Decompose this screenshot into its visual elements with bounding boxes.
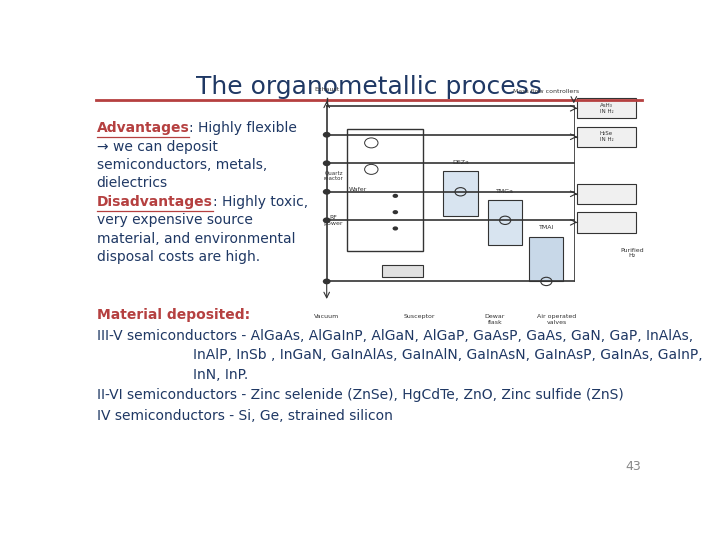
Text: The organometallic process: The organometallic process [196, 75, 542, 99]
Text: Susceptor: Susceptor [404, 314, 435, 319]
Text: dielectrics: dielectrics [96, 176, 168, 190]
Text: InN, InP.: InN, InP. [193, 368, 248, 381]
Circle shape [323, 160, 330, 166]
Text: Vacuum: Vacuum [314, 314, 339, 319]
Text: very expensive source: very expensive source [96, 213, 253, 227]
Circle shape [392, 194, 398, 198]
Text: : Highly toxic,: : Highly toxic, [212, 194, 307, 208]
Text: Air operated
valves: Air operated valves [537, 314, 576, 325]
Text: AsH₃
IN H₂: AsH₃ IN H₂ [600, 103, 613, 113]
Bar [382, 265, 423, 278]
Circle shape [392, 226, 398, 231]
Text: TMGa: TMGa [496, 189, 514, 194]
Bar [529, 237, 564, 281]
Bar [577, 126, 636, 147]
Text: Disadvantages: Disadvantages [96, 194, 212, 208]
Text: semiconductors, metals,: semiconductors, metals, [96, 158, 267, 172]
Bar [444, 171, 477, 216]
Text: material, and environmental: material, and environmental [96, 232, 295, 246]
Circle shape [323, 132, 330, 138]
Bar [577, 212, 636, 233]
Circle shape [323, 218, 330, 223]
Text: Exhaust: Exhaust [314, 87, 339, 92]
Bar [577, 184, 636, 204]
Text: : Highly flexible: : Highly flexible [189, 121, 297, 135]
Text: Mass flow controllers: Mass flow controllers [513, 90, 580, 94]
Circle shape [392, 210, 398, 214]
Text: IV semiconductors - Si, Ge, strained silicon: IV semiconductors - Si, Ge, strained sil… [96, 409, 392, 423]
Text: Purified
H₂: Purified H₂ [621, 247, 644, 258]
Text: H₂Se
IN H₂: H₂Se IN H₂ [600, 131, 613, 142]
Text: Wafer: Wafer [348, 187, 366, 192]
Text: TMAl: TMAl [539, 226, 554, 231]
Bar [488, 200, 522, 245]
Text: Material deposited:: Material deposited: [96, 308, 250, 322]
Text: → we can deposit: → we can deposit [96, 140, 217, 154]
Text: 43: 43 [626, 460, 642, 473]
Bar [577, 98, 636, 118]
Text: Advantages: Advantages [96, 121, 189, 135]
Text: III-V semiconductors - AlGaAs, AlGaInP, AlGaN, AlGaP, GaAsP, GaAs, GaN, GaP, InA: III-V semiconductors - AlGaAs, AlGaInP, … [96, 329, 693, 343]
Text: II-VI semiconductors - Zinc selenide (ZnSe), HgCdTe, ZnO, Zinc sulfide (ZnS): II-VI semiconductors - Zinc selenide (Zn… [96, 388, 624, 402]
Text: RF
power: RF power [324, 215, 343, 226]
Text: InAlP, InSb , InGaN, GaInAlAs, GaInAlN, GaInAsN, GaInAsP, GaInAs, GaInP,: InAlP, InSb , InGaN, GaInAlAs, GaInAlN, … [193, 348, 703, 362]
Text: disposal costs are high.: disposal costs are high. [96, 250, 260, 264]
Circle shape [323, 189, 330, 195]
Circle shape [323, 279, 330, 285]
Text: Quartz
reactor: Quartz reactor [324, 170, 343, 181]
Text: Dewar
flask: Dewar flask [485, 314, 505, 325]
Bar [347, 129, 423, 251]
Text: DEZa: DEZa [452, 160, 469, 165]
